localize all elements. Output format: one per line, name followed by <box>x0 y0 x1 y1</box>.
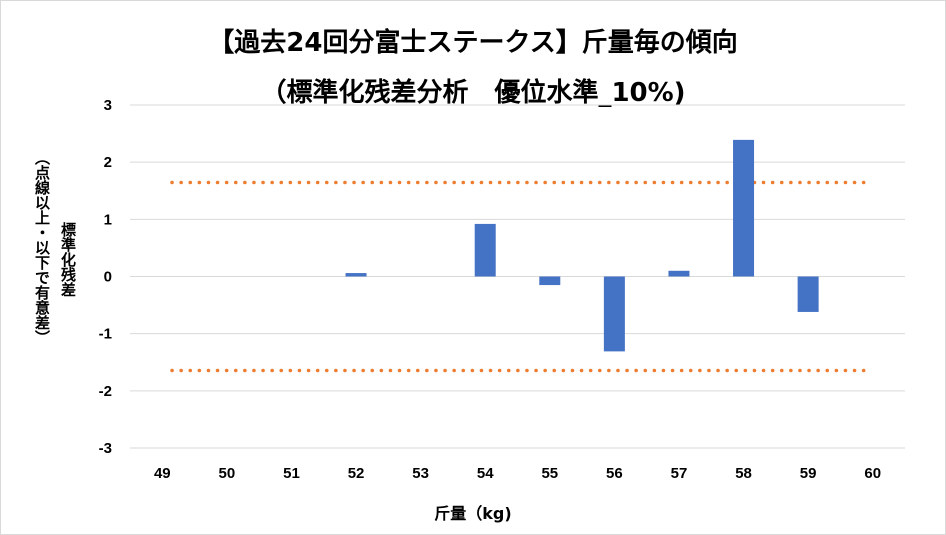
bar <box>603 276 625 352</box>
bar <box>733 139 755 277</box>
chart-title: 【過去24回分富士ステークス】斤量毎の傾向 <box>208 28 738 58</box>
y-tick-label: 1 <box>104 211 112 228</box>
x-tick-label: 60 <box>864 465 881 482</box>
bar <box>539 276 561 286</box>
x-tick-label: 55 <box>541 465 558 482</box>
x-tick-label: 52 <box>348 465 365 482</box>
y-axis-label-group: 標準化残差 （点線以上・以下で有意差） <box>22 150 82 410</box>
y-axis-label: 標準化残差 <box>59 222 77 297</box>
y-tick-label: -1 <box>99 326 112 343</box>
x-tick-label: 53 <box>412 465 429 482</box>
x-tick-label: 54 <box>477 465 494 482</box>
y-axis-label-note: （点線以上・以下で有意差） <box>33 150 51 345</box>
bar <box>797 276 819 312</box>
x-tick-label: 56 <box>606 465 623 482</box>
chart-subtitle: （標準化残差分析 優位水準_10%) <box>260 78 686 108</box>
x-tick-label: 58 <box>735 465 752 482</box>
x-tick-label: 50 <box>219 465 236 482</box>
y-tick-label: -2 <box>99 383 112 400</box>
y-tick-label: -3 <box>99 440 112 457</box>
x-tick-label: 49 <box>154 465 171 482</box>
y-tick-label: 0 <box>104 269 112 286</box>
x-tick-label: 59 <box>800 465 817 482</box>
x-tick-label: 51 <box>283 465 300 482</box>
y-tick-label: 3 <box>104 97 112 114</box>
x-tick-label: 57 <box>671 465 688 482</box>
bar <box>474 223 496 277</box>
bar <box>345 273 367 277</box>
x-axis-label: 斤量（kg) <box>434 504 512 523</box>
bar <box>668 270 690 277</box>
y-tick-label: 2 <box>104 154 112 171</box>
